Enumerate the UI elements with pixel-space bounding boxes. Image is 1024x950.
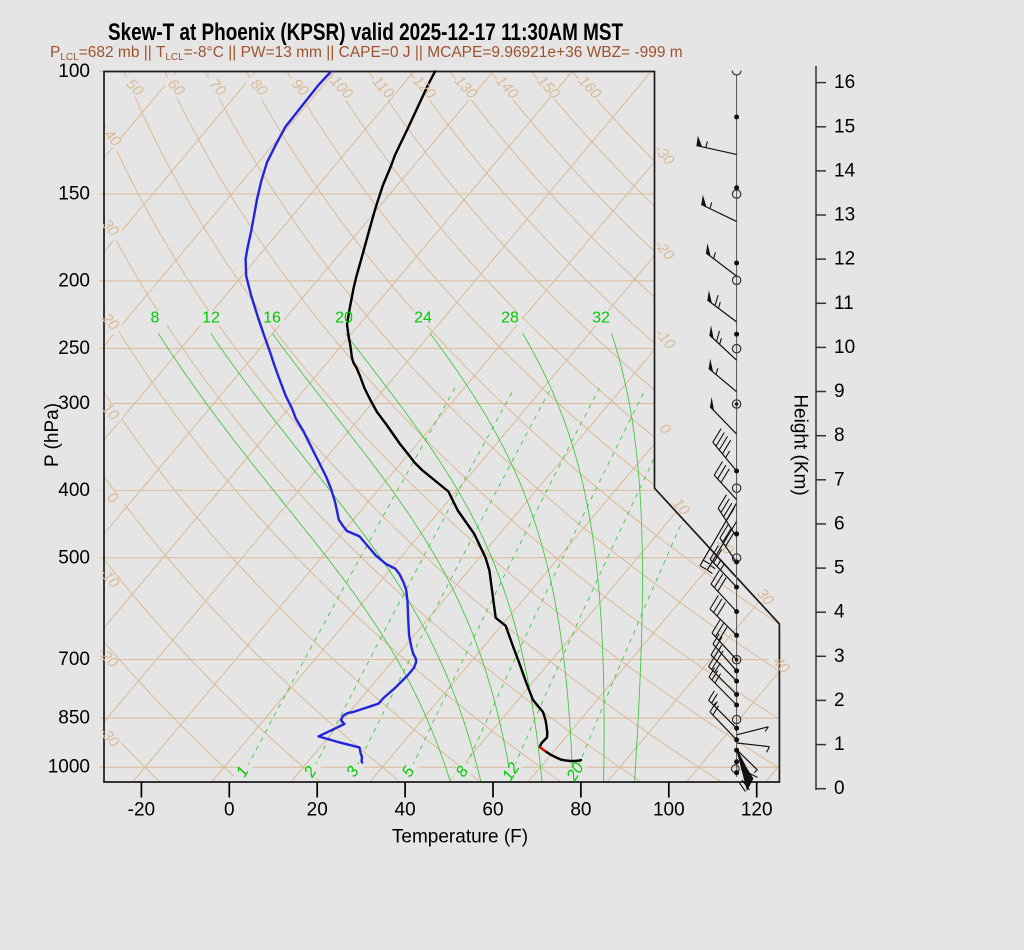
- svg-text:12: 12: [834, 249, 855, 270]
- svg-text:P (hPa): P (hPa): [42, 403, 63, 467]
- svg-text:2: 2: [834, 690, 845, 711]
- svg-text:1: 1: [834, 734, 845, 755]
- svg-text:500: 500: [58, 547, 90, 568]
- svg-text:28: 28: [501, 310, 519, 327]
- svg-text:Temperature (F): Temperature (F): [392, 827, 528, 848]
- svg-text:200: 200: [58, 270, 90, 291]
- svg-text:16: 16: [263, 310, 281, 327]
- svg-text:Skew-T at Phoenix (KPSR) valid: Skew-T at Phoenix (KPSR) valid 2025-12-1…: [108, 19, 623, 46]
- svg-text:60: 60: [482, 800, 503, 821]
- svg-text:0: 0: [834, 778, 845, 799]
- svg-text:7: 7: [834, 469, 845, 490]
- svg-text:PLCL=682 mb || TLCL=-8°C || PW: PLCL=682 mb || TLCL=-8°C || PW=13 mm || …: [50, 44, 683, 63]
- svg-text:120: 120: [741, 800, 773, 821]
- svg-text:Height (Km): Height (Km): [790, 394, 811, 495]
- svg-text:13: 13: [834, 205, 855, 226]
- svg-text:400: 400: [58, 480, 90, 501]
- svg-text:11: 11: [834, 293, 854, 314]
- svg-text:100: 100: [653, 800, 685, 821]
- svg-text:150: 150: [58, 184, 90, 205]
- svg-text:3: 3: [834, 646, 845, 667]
- svg-text:16: 16: [834, 72, 855, 93]
- svg-text:20: 20: [335, 310, 353, 327]
- svg-text:9: 9: [834, 381, 845, 402]
- svg-text:15: 15: [834, 116, 855, 137]
- svg-text:100: 100: [58, 61, 90, 82]
- svg-text:12: 12: [202, 310, 220, 327]
- svg-text:24: 24: [414, 310, 432, 327]
- svg-text:12: 12: [499, 760, 523, 784]
- svg-text:300: 300: [58, 393, 90, 414]
- svg-text:40: 40: [395, 800, 416, 821]
- svg-text:1000: 1000: [48, 757, 90, 778]
- svg-text:10: 10: [834, 337, 855, 358]
- svg-text:6: 6: [834, 513, 845, 534]
- svg-text:80: 80: [570, 800, 591, 821]
- svg-text:20: 20: [307, 800, 328, 821]
- svg-text:8: 8: [834, 425, 845, 446]
- svg-text:8: 8: [151, 310, 160, 327]
- svg-text:32: 32: [592, 310, 610, 327]
- svg-text:0: 0: [224, 800, 235, 821]
- svg-text:14: 14: [834, 160, 856, 181]
- svg-text:5: 5: [834, 558, 845, 579]
- svg-text:850: 850: [58, 708, 90, 729]
- svg-text:4: 4: [834, 602, 845, 623]
- svg-text:-20: -20: [128, 800, 155, 821]
- svg-text:250: 250: [58, 338, 90, 359]
- svg-text:700: 700: [58, 649, 90, 670]
